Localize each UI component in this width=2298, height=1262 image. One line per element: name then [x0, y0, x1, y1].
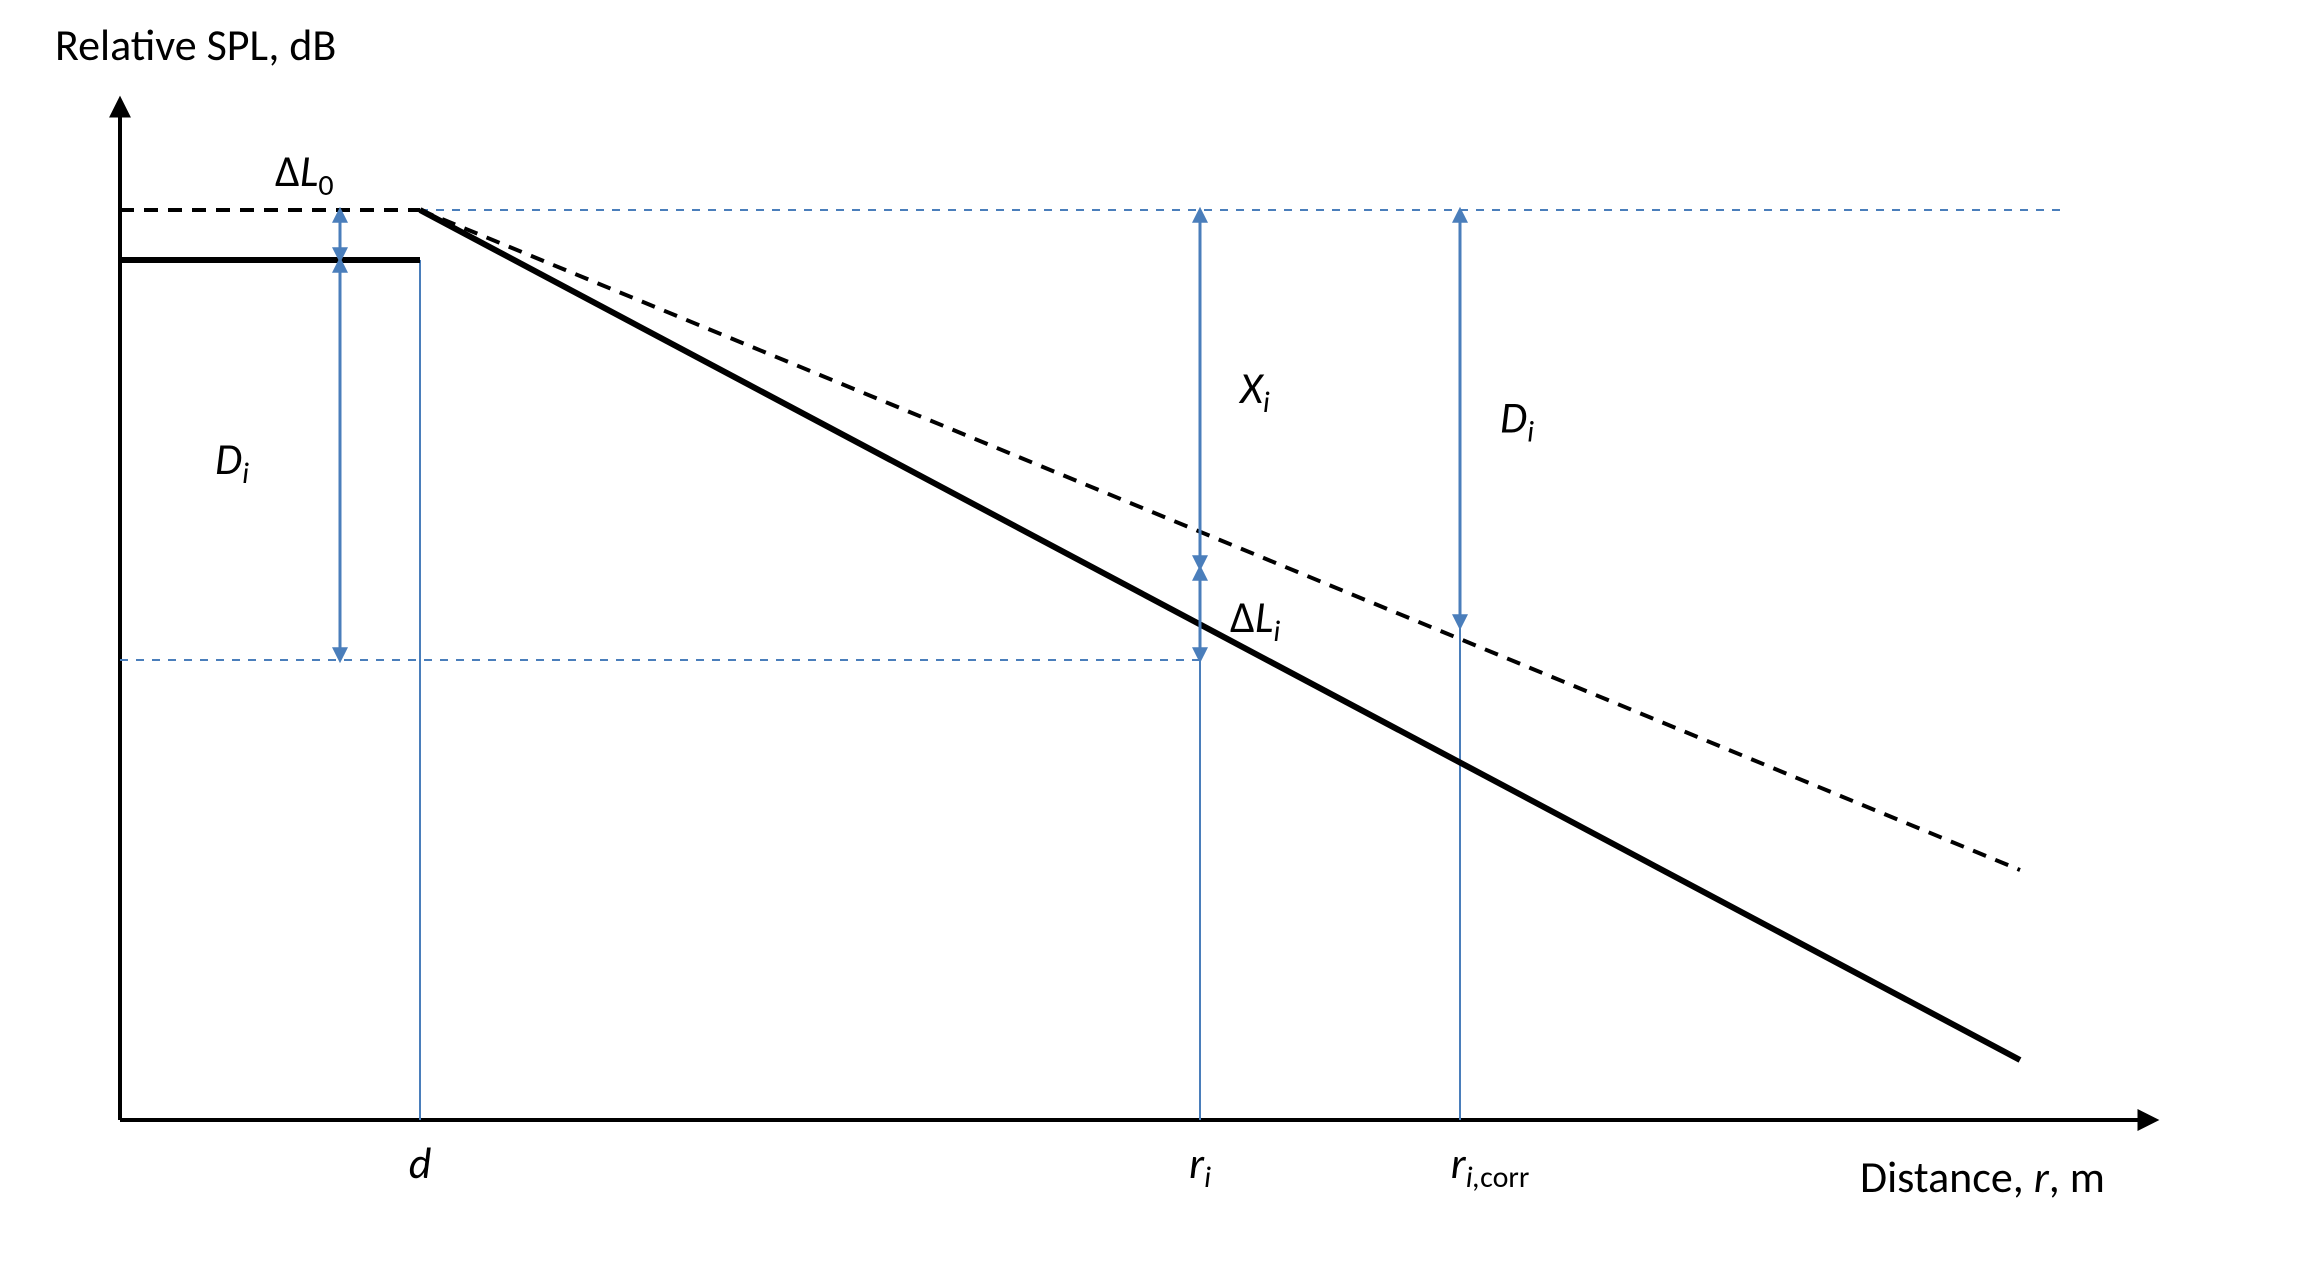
label-dLi: ΔLi — [1230, 590, 1280, 650]
x-axis-label: Distance, r, m — [1860, 1150, 2105, 1204]
label-dL0: ΔL0 — [275, 144, 334, 204]
dashed-decline — [420, 210, 2020, 870]
y-axis-label: Relative SPL, dB — [55, 18, 336, 72]
label-Di-left: Di — [215, 432, 249, 492]
label-Di-right: Di — [1500, 391, 1534, 451]
diagram-svg: Relative SPL, dB Distance, r, m ΔL0 Di Xi ΔLi… — [0, 0, 2298, 1262]
label-Xi: Xi — [1238, 361, 1270, 421]
diagram-container: Relative SPL, dB Distance, r, m ΔL0 Di Xi ΔLi… — [0, 0, 2298, 1262]
tick-ricorr: ri,corr — [1451, 1136, 1530, 1196]
tick-ri: ri — [1189, 1136, 1211, 1196]
tick-d: d — [409, 1136, 432, 1190]
solid-decline — [420, 210, 2020, 1060]
